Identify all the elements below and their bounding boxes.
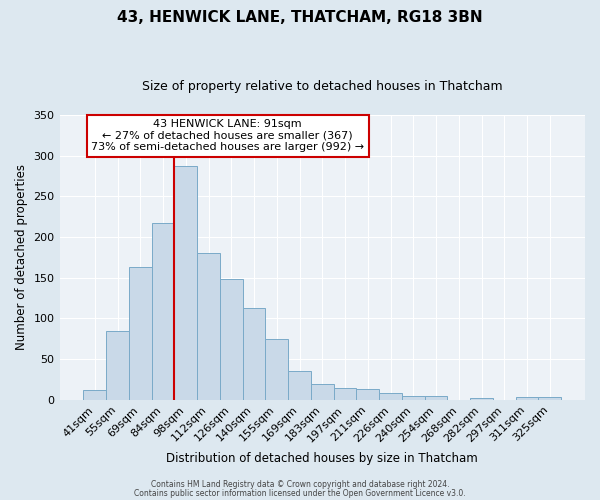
Bar	[311, 384, 334, 400]
Text: 43 HENWICK LANE: 91sqm
← 27% of detached houses are smaller (367)
73% of semi-de: 43 HENWICK LANE: 91sqm ← 27% of detached…	[91, 120, 364, 152]
Bar	[265, 339, 288, 400]
Text: Contains HM Land Registry data © Crown copyright and database right 2024.: Contains HM Land Registry data © Crown c…	[151, 480, 449, 489]
Y-axis label: Number of detached properties: Number of detached properties	[15, 164, 28, 350]
Bar	[197, 252, 220, 400]
Text: Contains public sector information licensed under the Open Government Licence v3: Contains public sector information licen…	[134, 488, 466, 498]
Bar	[402, 396, 425, 400]
Bar	[83, 390, 106, 400]
Bar	[129, 267, 152, 400]
Bar	[175, 166, 197, 400]
Bar	[152, 223, 175, 400]
Bar	[106, 330, 129, 400]
X-axis label: Distribution of detached houses by size in Thatcham: Distribution of detached houses by size …	[166, 452, 478, 465]
Text: 43, HENWICK LANE, THATCHAM, RG18 3BN: 43, HENWICK LANE, THATCHAM, RG18 3BN	[117, 10, 483, 25]
Bar	[538, 396, 561, 400]
Bar	[470, 398, 493, 400]
Bar	[356, 389, 379, 400]
Bar	[242, 308, 265, 400]
Bar	[288, 372, 311, 400]
Bar	[334, 388, 356, 400]
Bar	[220, 278, 242, 400]
Bar	[379, 392, 402, 400]
Bar	[425, 396, 448, 400]
Title: Size of property relative to detached houses in Thatcham: Size of property relative to detached ho…	[142, 80, 503, 93]
Bar	[515, 398, 538, 400]
